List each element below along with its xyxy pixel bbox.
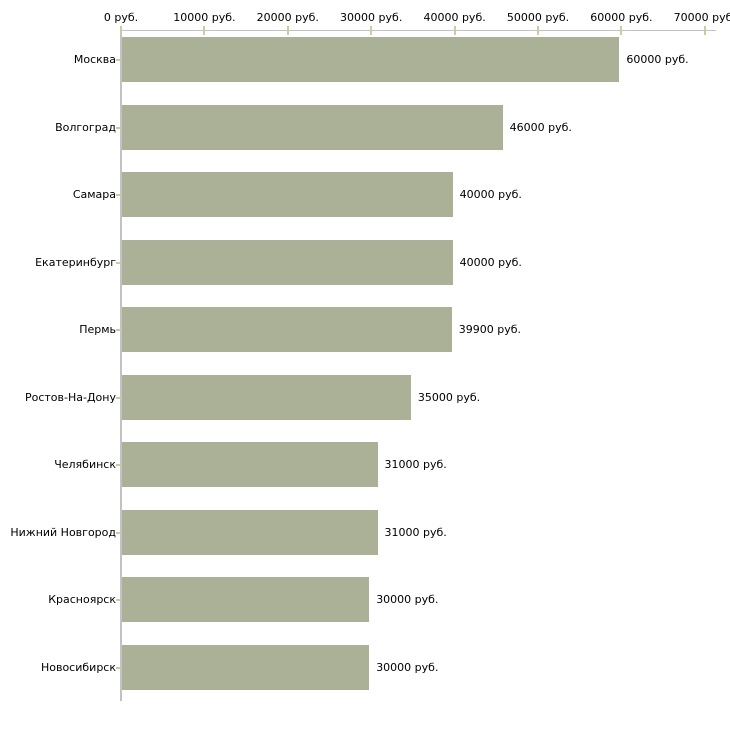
x-axis-tick-label: 10000 руб. (173, 11, 236, 24)
value-label: 31000 руб. (384, 457, 447, 471)
bar (122, 172, 453, 217)
category-label: Пермь (79, 322, 116, 336)
y-axis-tick (116, 598, 121, 601)
value-label: 40000 руб. (459, 187, 522, 201)
y-axis-tick (116, 666, 121, 669)
y-axis-tick (116, 58, 121, 61)
bar (122, 645, 370, 690)
category-label: Самара (72, 187, 116, 201)
y-axis-line (120, 30, 122, 701)
value-label: 35000 руб. (417, 390, 481, 404)
bar (122, 577, 370, 622)
bar (122, 510, 378, 555)
x-axis-tick-label: 20000 руб. (256, 11, 319, 24)
y-axis-tick (116, 261, 121, 264)
value-label: 39900 руб. (458, 322, 522, 336)
y-axis-tick (116, 531, 121, 534)
bar (122, 240, 453, 285)
bar (122, 442, 378, 487)
x-axis-tick (453, 26, 456, 35)
x-axis-tick (203, 26, 206, 35)
category-label: Ростов-На-Дону (24, 390, 116, 404)
x-axis-tick (286, 26, 289, 35)
category-label: Челябинск (54, 457, 116, 471)
value-label: 60000 руб. (626, 52, 689, 66)
bar (122, 37, 620, 82)
x-axis-tick-label: 40000 руб. (423, 11, 486, 24)
category-label: Новосибирск (40, 660, 116, 674)
x-axis-tick (620, 26, 623, 35)
y-axis-tick (116, 463, 121, 466)
bar (122, 375, 411, 420)
x-axis-tick-label: 60000 руб. (590, 11, 653, 24)
value-label: 30000 руб. (376, 592, 439, 606)
x-axis-tick (537, 26, 539, 35)
bar (122, 307, 452, 352)
x-axis-tick-label: 70000 руб. (673, 11, 730, 24)
x-axis-tick-label: 0 руб. (103, 11, 139, 24)
y-axis-tick (116, 193, 121, 196)
x-axis-tick (370, 26, 373, 35)
y-axis-tick (116, 328, 121, 331)
x-axis-tick-label: 50000 руб. (506, 11, 570, 24)
x-axis-line (121, 30, 716, 31)
category-label: Екатеринбург (35, 255, 116, 269)
value-label: 31000 руб. (384, 525, 447, 539)
x-axis-tick (120, 26, 122, 35)
value-label: 40000 руб. (459, 255, 522, 269)
category-label: Красноярск (48, 592, 116, 606)
y-axis-tick (116, 126, 121, 129)
category-label: Москва (73, 52, 116, 66)
value-label: 46000 руб. (509, 120, 572, 134)
x-axis-tick (703, 26, 706, 35)
category-label: Волгоград (55, 120, 116, 134)
bar (122, 105, 503, 150)
x-axis-tick-label: 30000 руб. (340, 11, 403, 24)
value-label: 30000 руб. (376, 660, 439, 674)
y-axis-tick (116, 396, 121, 399)
category-label: Нижний Новгород (10, 525, 116, 539)
